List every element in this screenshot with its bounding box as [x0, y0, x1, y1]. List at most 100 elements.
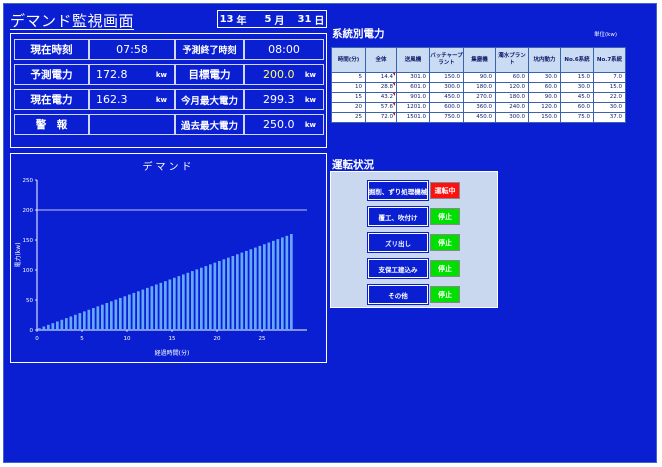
table-row: 15 43.2 901.0 450.0 270.0 180.0 90.0 45.0 22.0	[331, 92, 626, 103]
bar	[51, 323, 55, 330]
table-cell: 301.0	[396, 72, 430, 83]
bar	[267, 242, 271, 330]
forecast-end-label: 予測終了時刻	[175, 39, 244, 60]
column-header: 濁水プラント	[495, 47, 529, 73]
alert-marker-icon	[392, 103, 395, 106]
bar	[74, 314, 77, 330]
table-cell: 450.0	[429, 92, 464, 103]
bar	[200, 267, 203, 330]
bar	[137, 291, 140, 330]
table-row: 25 72.0 1501.0 750.0 450.0 300.0 150.0 75.0 37.0	[331, 112, 626, 123]
alarm-value	[89, 114, 175, 135]
bar	[110, 301, 113, 330]
x-tick-label: 0	[35, 336, 39, 342]
past-max-field: 250.0 kw	[244, 114, 324, 135]
table-cell: 300.0	[495, 112, 529, 123]
bar	[168, 279, 172, 330]
table-cell: 15.0	[593, 82, 626, 93]
table-cell: 150.0	[429, 72, 464, 83]
column-header: バッチャープラント	[429, 47, 464, 73]
power-table-header: 時間(分) 全体 送風機 バッチャープラント 集塵機 濁水プラント 坑内動力 No.6系統 No…	[331, 47, 626, 73]
table-cell: 5	[331, 72, 366, 83]
unit-label: kw	[155, 95, 167, 104]
bar	[209, 264, 212, 330]
table-cell: 450.0	[463, 112, 496, 123]
column-header: 坑内動力	[528, 47, 561, 73]
table-cell: 750.0	[429, 112, 464, 123]
bar	[249, 249, 253, 330]
unit-label: kw	[304, 120, 316, 129]
y-tick-label: 50	[26, 298, 33, 304]
table-cell: 180.0	[495, 92, 529, 103]
today-max-label: 今月最大電力	[175, 89, 244, 110]
alarm-label: 警 報	[14, 114, 89, 135]
table-cell: 180.0	[463, 82, 496, 93]
operation-status: 停止	[430, 286, 460, 303]
alert-marker-icon	[392, 73, 395, 76]
today-max-value: 299.3	[263, 93, 295, 106]
status-row: 警 報 過去最大電力 250.0 kw	[14, 114, 324, 135]
table-cell: 25	[331, 112, 366, 123]
table-cell: 270.0	[463, 92, 496, 103]
alert-marker-icon	[392, 83, 395, 86]
bar	[222, 259, 226, 330]
date-month: 5	[264, 13, 272, 25]
table-cell: 1201.0	[396, 102, 430, 113]
target-power-field: 200.0 kw	[244, 64, 324, 85]
demand-monitor-screen: デマンド監視画面 13 年 5 月 31 日 現在時刻 07:58 予測終了時刻…	[3, 3, 657, 463]
power-table-unit: 単位(kw)	[594, 32, 617, 38]
operation-name: 支保工建込み	[368, 259, 428, 278]
operation-name: 覆工、吹付け	[368, 207, 428, 226]
bar	[254, 247, 257, 330]
bar	[123, 296, 127, 330]
y-tick-label: 200	[23, 208, 34, 214]
bar	[141, 289, 145, 330]
table-row: 10 28.8 601.0 300.0 180.0 120.0 60.0 30.0 15.0	[331, 82, 626, 93]
unit-label: kw	[304, 95, 316, 104]
operation-status: 運転中	[430, 182, 460, 199]
bar	[42, 326, 46, 330]
table-cell-total: 14.4	[365, 72, 397, 83]
bar	[56, 321, 59, 330]
bar	[150, 286, 154, 330]
column-header: 全体	[365, 47, 397, 73]
demand-chart-panel: デマンド 0 50 100 150 200 250 0 5 10 15 20 25 経過時間(分) 電力(…	[10, 153, 327, 363]
date-month-unit: 月	[274, 15, 285, 27]
unit-label: kw	[155, 70, 167, 79]
status-row: 現在時刻 07:58 予測終了時刻 08:00	[14, 39, 324, 60]
bar	[218, 261, 221, 330]
table-cell: 37.0	[593, 112, 626, 123]
operation-name: ズリ出し	[368, 233, 428, 252]
bar	[87, 309, 91, 330]
table-cell: 30.0	[528, 72, 561, 83]
power-table-title: 系統別電力	[332, 28, 385, 40]
x-tick-label: 15	[169, 336, 176, 342]
table-cell: 30.0	[593, 102, 626, 113]
y-tick-label: 0	[30, 328, 34, 334]
table-cell: 15.0	[560, 72, 594, 83]
bar	[177, 276, 181, 330]
target-power-value: 200.0	[263, 68, 295, 81]
column-header: No.6系統	[560, 47, 594, 73]
table-cell: 60.0	[495, 72, 529, 83]
bar	[119, 297, 122, 330]
bar	[60, 319, 64, 330]
demand-chart: 0 50 100 150 200 250 0 5 10 15 20 25 経過時間(分) 電力(kw)	[14, 178, 307, 357]
bar	[159, 282, 163, 330]
table-cell-total: 28.8	[365, 82, 397, 93]
table-cell: 300.0	[429, 82, 464, 93]
alert-marker-icon	[392, 93, 395, 96]
table-cell: 28.8	[380, 84, 393, 90]
bar	[69, 316, 73, 330]
bar	[182, 274, 185, 330]
unit-label: kw	[304, 70, 316, 79]
x-tick-label: 5	[80, 336, 84, 342]
date-display: 13 年 5 月 31 日	[217, 10, 327, 28]
bar	[114, 299, 118, 330]
bar	[245, 250, 248, 330]
bar	[272, 240, 275, 330]
table-cell-total: 72.0	[365, 112, 397, 123]
bar	[191, 271, 194, 330]
operation-name: 掘削、ずり処理機械	[368, 181, 428, 200]
table-cell: 601.0	[396, 82, 430, 93]
